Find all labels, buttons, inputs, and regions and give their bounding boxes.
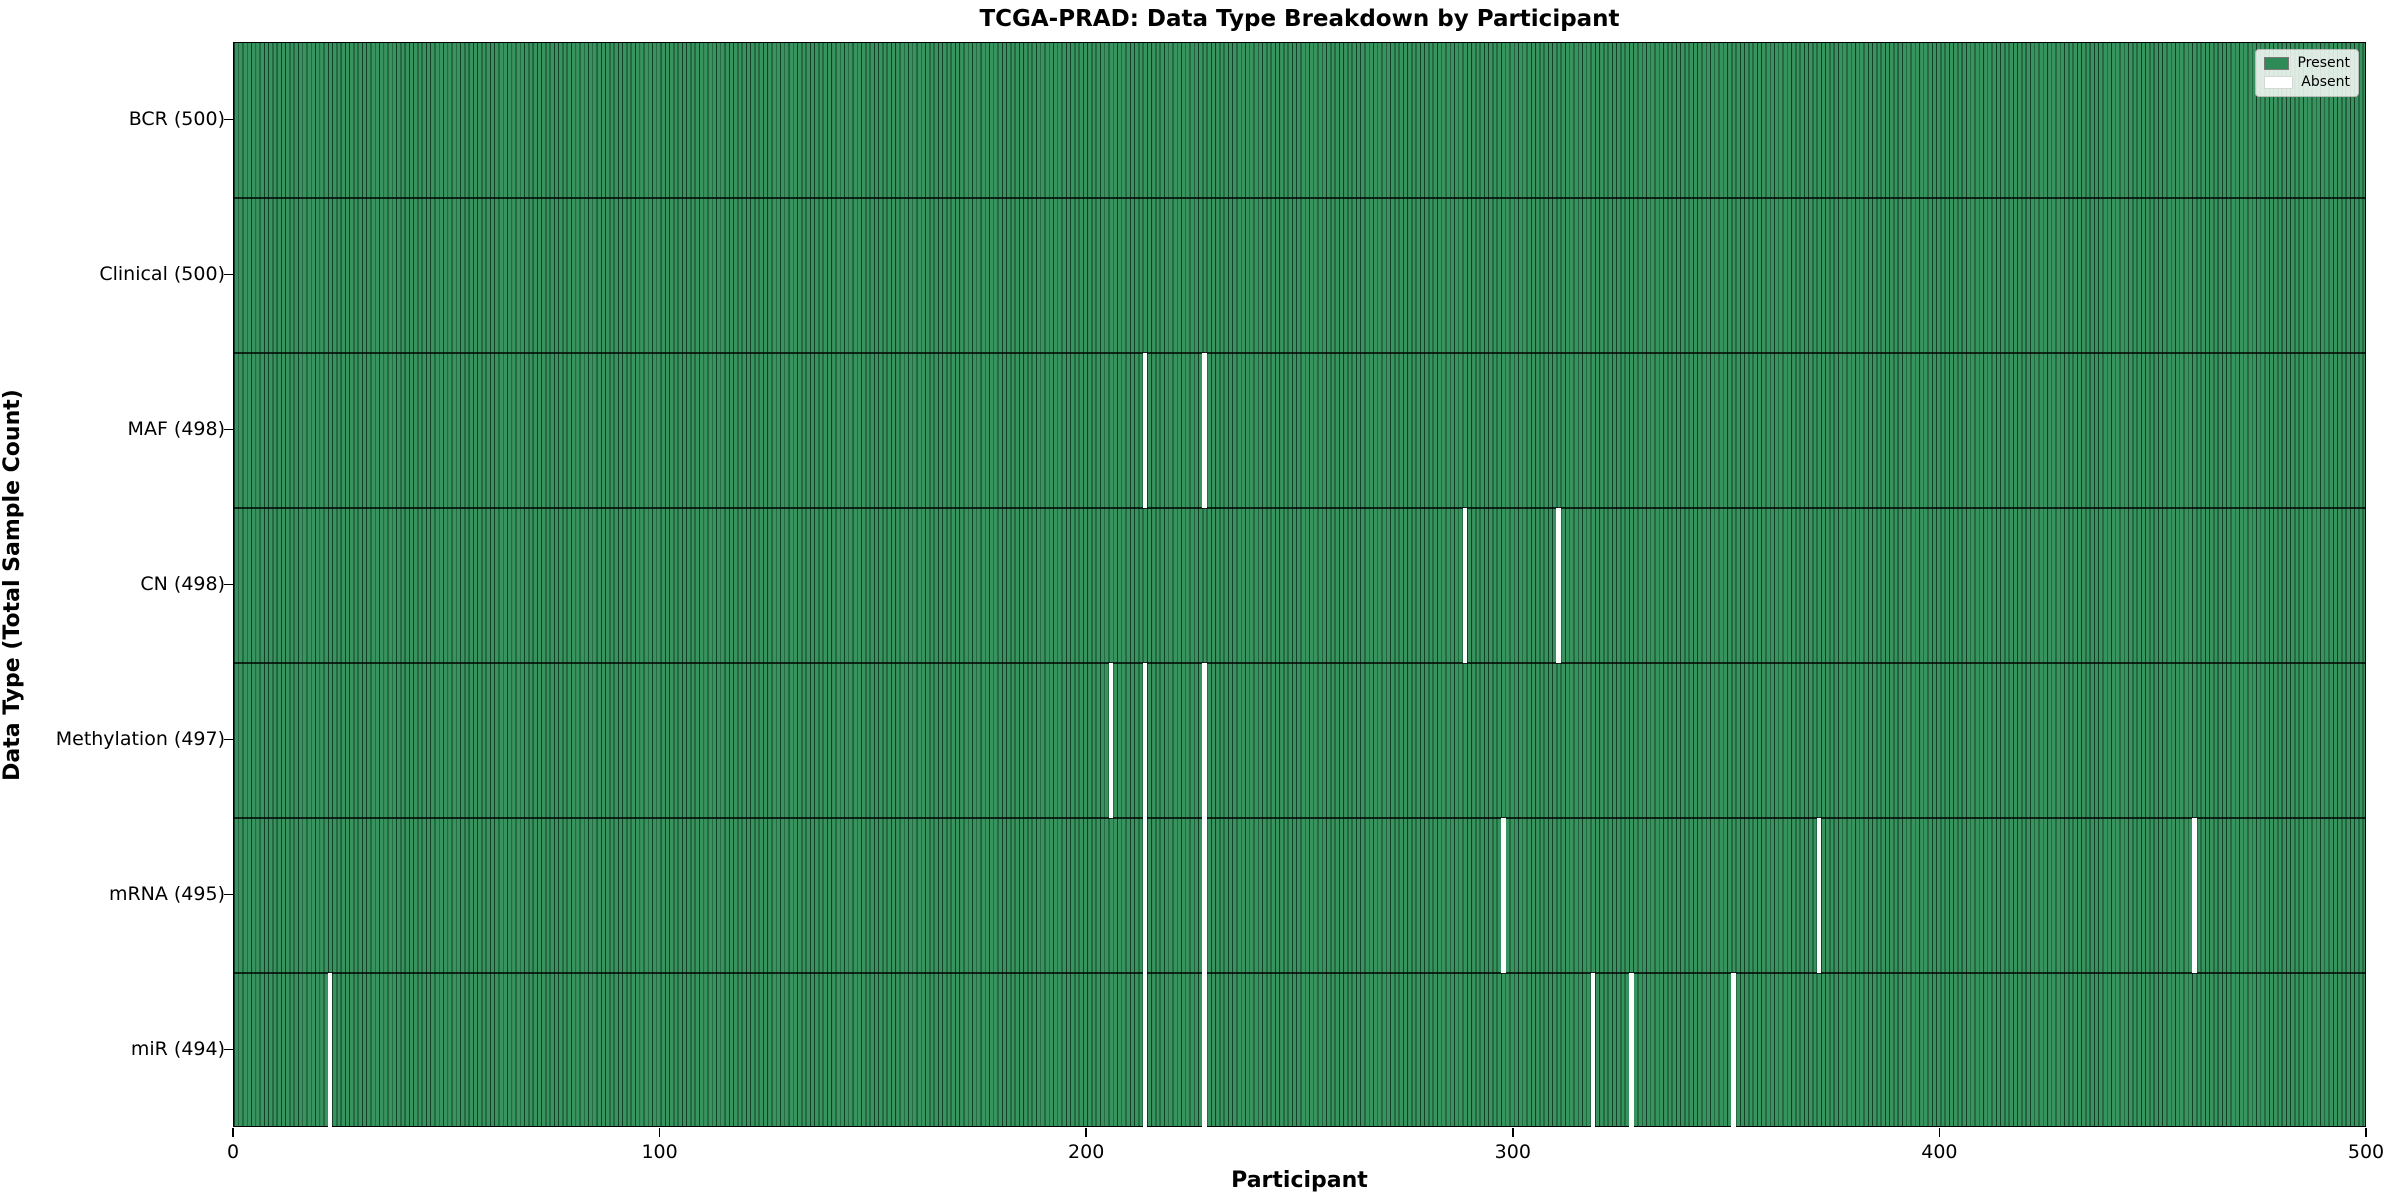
absent-gap-mRNA-459 xyxy=(2192,818,2197,973)
xtick-mark xyxy=(658,1128,661,1137)
ytick-label-miR: miR (494) xyxy=(130,1038,225,1060)
xtick-mark xyxy=(1085,1128,1088,1137)
ytick-mark xyxy=(224,583,233,586)
ytick-label-MAF: MAF (498) xyxy=(127,418,225,440)
row-separator xyxy=(234,197,2365,199)
ytick-mark xyxy=(224,428,233,431)
absent-gap-miR-327 xyxy=(1628,973,1634,1128)
xtick-label-100: 100 xyxy=(641,1141,678,1163)
absent-gap-Methylation-213 xyxy=(1142,663,1148,818)
absent-gap-miR-227 xyxy=(1202,973,1207,1128)
legend-entry-present: Present xyxy=(2264,56,2350,70)
absent-gap-CN-310 xyxy=(1556,508,1562,663)
absent-gap-MAF-213 xyxy=(1142,353,1148,508)
ytick-mark xyxy=(224,273,233,276)
xtick-label-200: 200 xyxy=(1068,1141,1105,1163)
absent-gap-miR-22 xyxy=(327,973,333,1128)
absent-gap-Methylation-205 xyxy=(1108,663,1114,818)
ytick-label-Clinical: Clinical (500) xyxy=(99,263,225,285)
xtick-label-0: 0 xyxy=(226,1141,240,1163)
row-separator xyxy=(234,662,2365,664)
absent-gap-mRNA-297 xyxy=(1501,818,1506,973)
absent-gap-miR-351 xyxy=(1731,973,1736,1128)
ytick-label-CN: CN (498) xyxy=(140,573,225,595)
ytick-mark xyxy=(224,893,233,896)
row-separator xyxy=(234,352,2365,354)
xtick-mark xyxy=(1938,1128,1941,1137)
xtick-label-400: 400 xyxy=(1921,1141,1958,1163)
ytick-mark xyxy=(224,738,233,741)
xtick-mark xyxy=(2365,1128,2367,1137)
absent-gap-Methylation-227 xyxy=(1202,663,1207,818)
legend: Present Absent xyxy=(2255,49,2359,97)
legend-entry-absent: Absent xyxy=(2264,75,2350,89)
xtick-label-500: 500 xyxy=(2347,1141,2385,1163)
absent-gap-CN-288 xyxy=(1462,508,1468,663)
xtick-mark xyxy=(1511,1128,1514,1137)
legend-absent-label: Absent xyxy=(2301,74,2350,90)
ytick-mark xyxy=(224,118,233,121)
legend-present-label: Present xyxy=(2297,55,2350,71)
absent-gap-mRNA-213 xyxy=(1142,818,1148,973)
x-axis-label: Participant xyxy=(1231,1168,1368,1193)
absent-gap-miR-213 xyxy=(1142,973,1148,1128)
chart-title: TCGA-PRAD: Data Type Breakdown by Partic… xyxy=(979,6,1620,32)
plot-area: Present Absent xyxy=(233,42,2366,1128)
absent-gap-mRNA-371 xyxy=(1816,818,1822,973)
legend-absent-swatch xyxy=(2264,75,2294,89)
absent-gap-miR-318 xyxy=(1590,973,1596,1128)
ytick-label-Methylation: Methylation (497) xyxy=(55,728,225,750)
row-separator xyxy=(234,507,2365,509)
legend-present-swatch xyxy=(2264,56,2290,70)
absent-gap-MAF-227 xyxy=(1202,353,1207,508)
absent-gap-mRNA-227 xyxy=(1202,818,1207,973)
xtick-label-300: 300 xyxy=(1494,1141,1531,1163)
ytick-label-BCR: BCR (500) xyxy=(128,108,225,130)
row-separator xyxy=(234,972,2365,974)
ytick-mark xyxy=(224,1048,233,1051)
row-separator xyxy=(234,817,2365,819)
xtick-mark xyxy=(232,1128,234,1137)
ytick-label-mRNA: mRNA (495) xyxy=(108,883,225,905)
